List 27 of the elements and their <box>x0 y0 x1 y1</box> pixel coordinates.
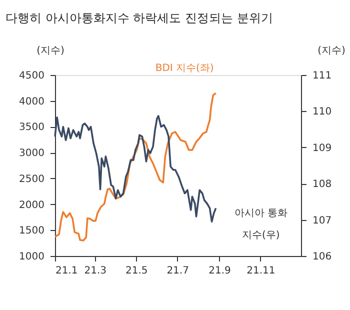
y-tick-label: 3500 <box>19 122 44 134</box>
y2-tick-label: 109 <box>312 142 332 154</box>
y2-tick-label: 111 <box>312 70 332 82</box>
y2-tick-label: 107 <box>312 215 332 226</box>
series-label: BDI 지수(좌) <box>155 63 214 74</box>
line-series <box>54 115 217 223</box>
y-tick-label: 2000 <box>19 200 44 211</box>
x-tick-label: 21.5 <box>125 266 148 276</box>
y-axis-title: (지수) <box>36 46 64 56</box>
y-tick-label: 4500 <box>19 70 44 82</box>
y-tick-label: 1000 <box>19 252 44 262</box>
y-tick-label: 4000 <box>19 96 44 108</box>
y-tick-label: 1500 <box>19 226 44 237</box>
x-tick-label: 21.1 <box>56 266 78 276</box>
line-series <box>54 92 217 242</box>
y2-axis-title: (지수) <box>318 46 346 56</box>
chart-title: 다행히 아시아통화지수 하락세도 진정되는 분위기 <box>6 11 273 25</box>
x-tick-label: 21.9 <box>208 266 231 276</box>
y2-tick-label: 110 <box>312 106 332 118</box>
y-tick-label: 3000 <box>19 148 44 160</box>
y2-tick-label: 108 <box>312 179 332 190</box>
y2-tick-label: 106 <box>312 252 332 262</box>
series-label: 아시아 통화 지수(우) <box>234 208 288 242</box>
x-tick-label: 21.7 <box>166 266 189 276</box>
x-tick-label: 21.11 <box>246 266 276 276</box>
y-tick-label: 2500 <box>19 174 44 185</box>
x-tick-label: 21.3 <box>84 266 107 276</box>
